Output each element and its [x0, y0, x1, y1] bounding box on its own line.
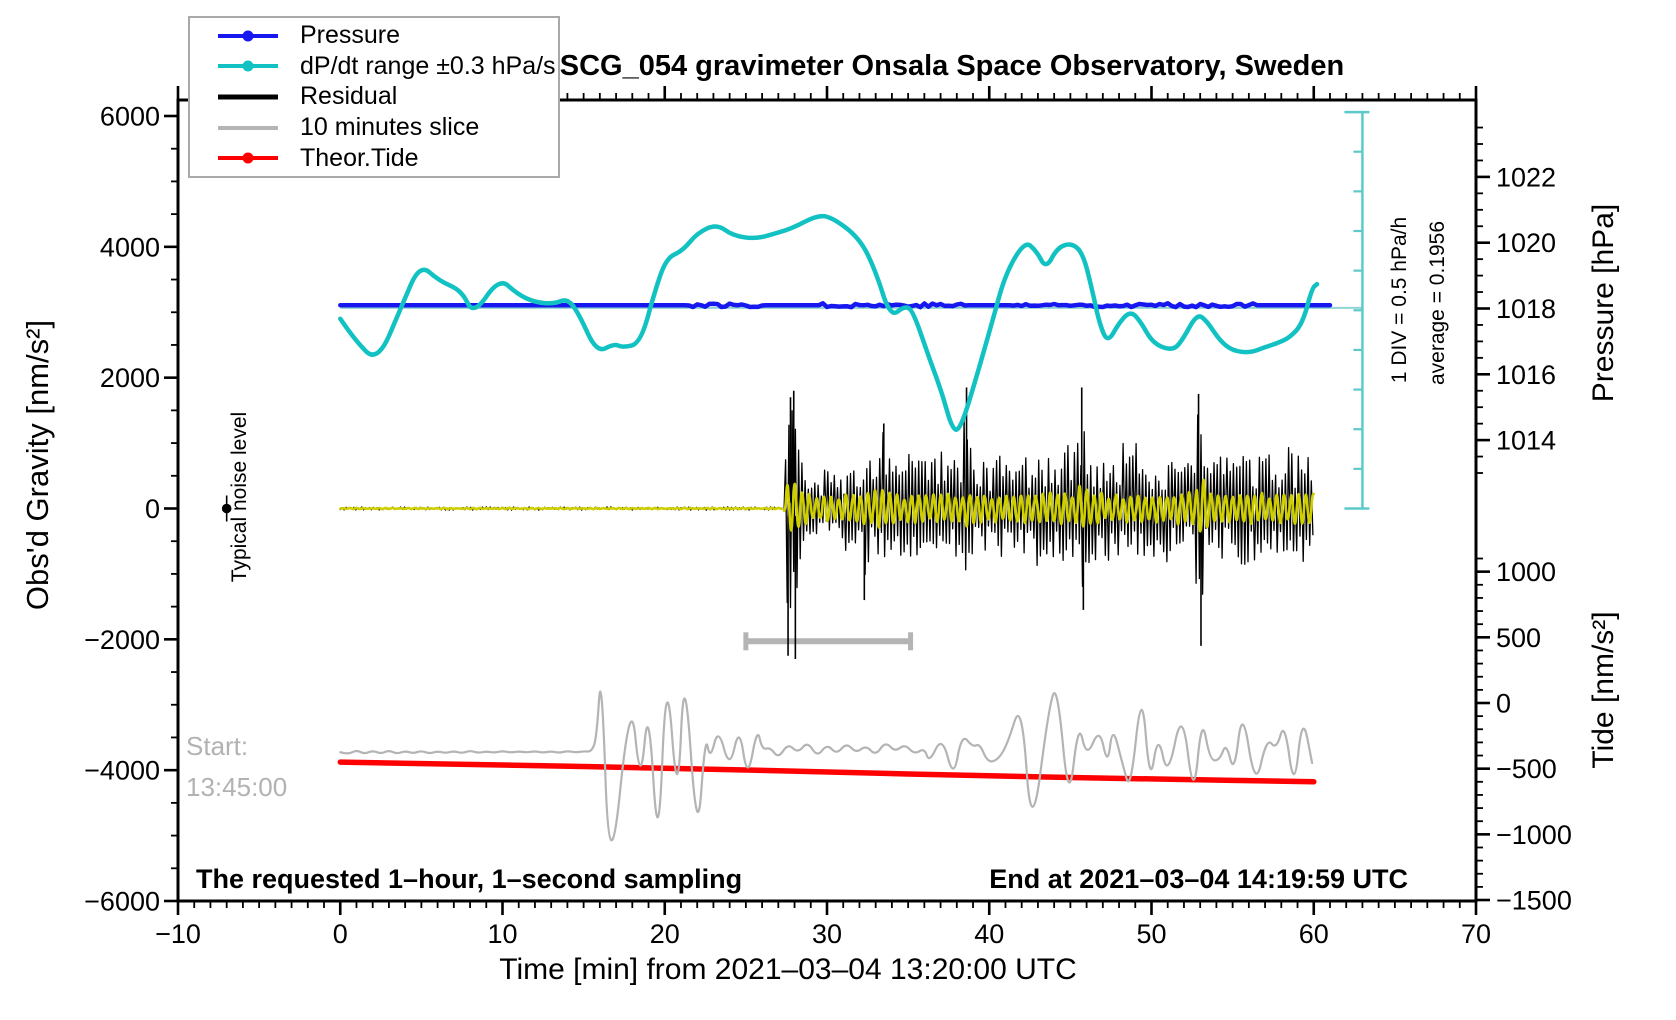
noise-level-label: Typical noise level: [228, 411, 251, 583]
svg-text:0: 0: [333, 919, 348, 949]
legend-item-label: 10 minutes slice: [300, 113, 480, 142]
gravity-axis-label: Obs'd Gravity [nm/s²]: [20, 319, 55, 611]
div-scale-note: 1 DIV = 0.5 hPa/h: [1388, 216, 1411, 384]
legend-item-label: Pressure: [300, 21, 401, 50]
svg-text:−4000: −4000: [84, 756, 160, 786]
legend-item-0: Pressure: [190, 21, 558, 51]
svg-text:−1000: −1000: [1496, 820, 1572, 850]
average-note: average = 0.1956: [1426, 220, 1449, 386]
svg-text:40: 40: [974, 919, 1004, 949]
legend-sample-line: [218, 90, 278, 104]
series-dpdt: [338, 213, 1320, 432]
svg-text:1016: 1016: [1496, 360, 1556, 390]
axis-tick-labels: −10 0 10 20 30 40 50 60 70−6000−4000−20000200040…: [84, 102, 1572, 950]
start-label: Start:: [186, 731, 249, 761]
legend-item-label: dP/dt range ±0.3 hPa/s: [300, 51, 556, 80]
svg-text:6000: 6000: [100, 102, 160, 132]
legend: Pressure dP/dt range ±0.3 hPa/s Residual 10…: [188, 16, 560, 178]
series-tide: [337, 759, 1317, 785]
slice-window-bar: [743, 632, 914, 651]
svg-text:50: 50: [1136, 919, 1166, 949]
start-time-block: Start: 13:45:00: [186, 726, 287, 808]
legend-item-3: 10 minutes slice: [190, 113, 558, 143]
svg-text:1014: 1014: [1496, 426, 1556, 456]
start-time: 13:45:00: [186, 772, 288, 802]
svg-text:1018: 1018: [1496, 294, 1556, 324]
legend-item-label: Theor.Tide: [300, 143, 419, 172]
svg-text:500: 500: [1496, 623, 1541, 653]
x-axis-label: Time [min] from 2021–03–04 13:20:00 UTC: [499, 953, 1077, 986]
svg-text:0: 0: [1496, 689, 1511, 719]
svg-text:1020: 1020: [1496, 228, 1556, 258]
series-pressure: [338, 301, 1333, 310]
svg-text:−1500: −1500: [1496, 886, 1572, 916]
svg-text:−2000: −2000: [84, 625, 160, 655]
legend-sample-line: [218, 59, 278, 73]
series-residual-lowpass: [339, 478, 1315, 533]
series-slice: [339, 690, 1314, 842]
noise-level-marker: [221, 495, 232, 522]
svg-text:0: 0: [145, 494, 160, 524]
svg-text:−6000: −6000: [84, 887, 160, 917]
svg-text:4000: 4000: [100, 232, 160, 262]
svg-text:−10: −10: [155, 919, 201, 949]
tide-axis-label: Tide [nm/s²]: [1587, 611, 1620, 769]
svg-text:1022: 1022: [1496, 162, 1556, 192]
svg-text:1000: 1000: [1496, 557, 1556, 587]
legend-item-2: Residual: [190, 82, 558, 112]
legend-item-1: dP/dt range ±0.3 hPa/s: [190, 51, 558, 81]
pressure-axis-label: Pressure [hPa]: [1587, 203, 1620, 403]
div-scale-ruler: [1344, 110, 1370, 510]
chart-title: SCG_054 gravimeter Onsala Space Observat…: [559, 50, 1345, 82]
svg-text:2000: 2000: [100, 363, 160, 393]
svg-text:70: 70: [1461, 919, 1491, 949]
svg-text:10: 10: [487, 919, 517, 949]
svg-text:30: 30: [812, 919, 842, 949]
legend-item-4: Theor.Tide: [190, 143, 558, 173]
legend-dot-icon: [242, 60, 254, 72]
legend-dot-icon: [242, 152, 254, 164]
legend-sample-line: [218, 121, 278, 135]
svg-text:20: 20: [650, 919, 680, 949]
legend-sample-line: [218, 151, 278, 165]
legend-sample-line: [218, 29, 278, 43]
svg-text:−500: −500: [1496, 754, 1557, 784]
sampling-note: The requested 1–hour, 1–second sampling: [196, 864, 743, 894]
legend-item-label: Residual: [300, 82, 398, 111]
svg-text:60: 60: [1299, 919, 1329, 949]
end-time-note: End at 2021–03–04 14:19:59 UTC: [989, 864, 1408, 894]
legend-dot-icon: [242, 30, 254, 42]
